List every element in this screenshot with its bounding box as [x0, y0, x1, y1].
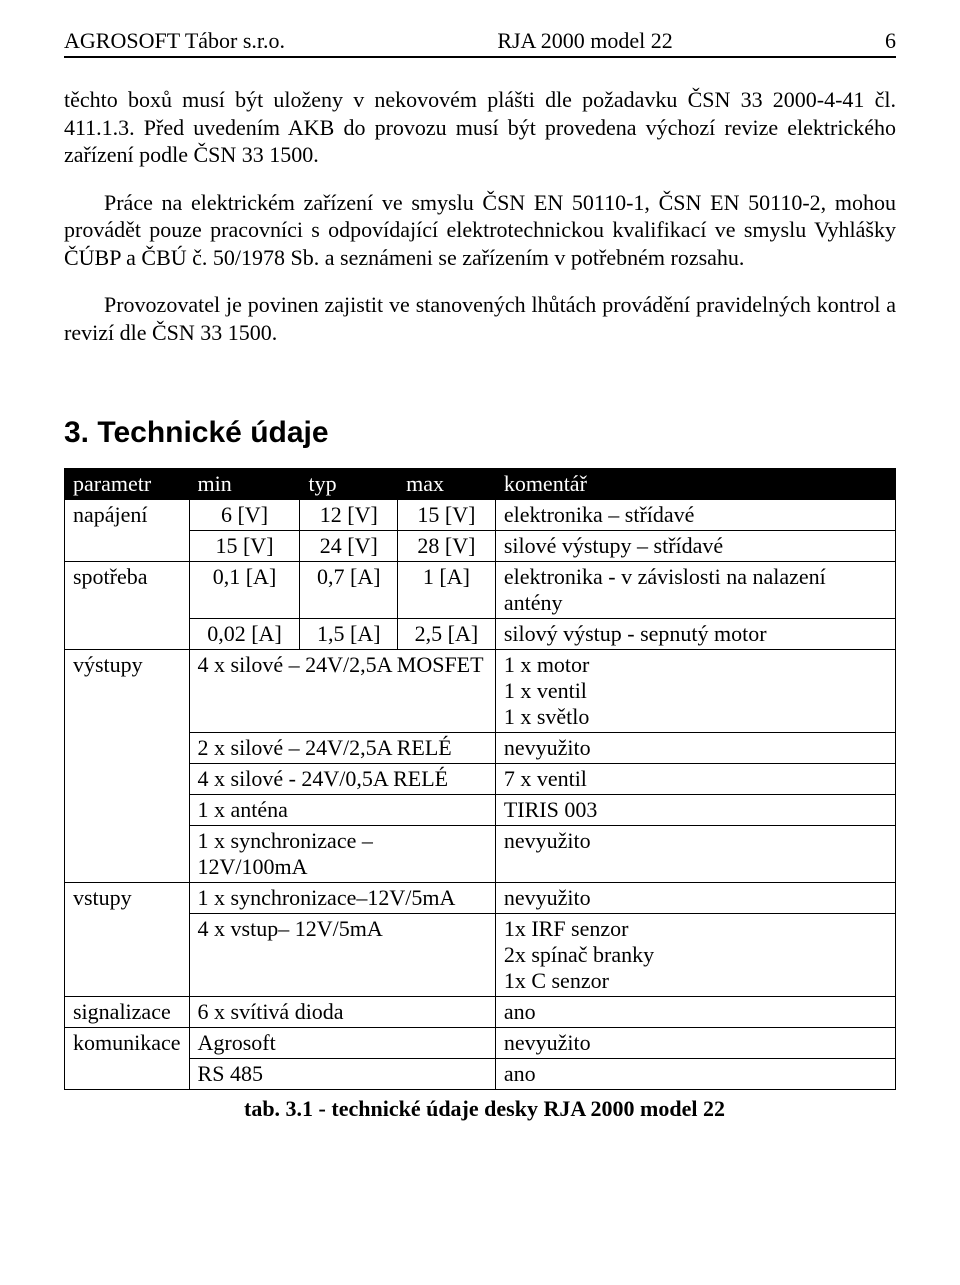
cell: ano	[495, 1059, 895, 1090]
cell: nevyužito	[495, 1028, 895, 1059]
cell: 15 [V]	[189, 531, 300, 562]
cell: 6 x svítivá dioda	[189, 997, 495, 1028]
table-row: spotřeba 0,1 [A] 0,7 [A] 1 [A] elektroni…	[65, 562, 896, 619]
table-row: 0,02 [A] 1,5 [A] 2,5 [A] silový výstup -…	[65, 619, 896, 650]
paragraph-3: Provozovatel je povinen zajistit ve stan…	[64, 291, 896, 346]
table-row: RS 485 ano	[65, 1059, 896, 1090]
cell: 4 x silové - 24V/0,5A RELÉ	[189, 764, 495, 795]
cell: nevyužito	[495, 733, 895, 764]
table-row: komunikace Agrosoft nevyužito	[65, 1028, 896, 1059]
header-center: RJA 2000 model 22	[497, 28, 672, 54]
cell: 2 x silové – 24V/2,5A RELÉ	[189, 733, 495, 764]
cell: Agrosoft	[189, 1028, 495, 1059]
table-row: 2 x silové – 24V/2,5A RELÉ nevyužito	[65, 733, 896, 764]
cell: 6 [V]	[189, 500, 300, 531]
cell: 4 x vstup– 12V/5mA	[189, 914, 495, 997]
col-typ: typ	[300, 469, 398, 500]
cell: 15 [V]	[398, 500, 496, 531]
cell: 4 x silové – 24V/2,5A MOSFET	[189, 650, 495, 733]
cell: 1 [A]	[398, 562, 496, 619]
header-page-number: 6	[885, 28, 896, 54]
label-signalizace: signalizace	[65, 997, 190, 1028]
cell: nevyužito	[495, 883, 895, 914]
table-row: 1 x synchronizace – 12V/100mA nevyužito	[65, 826, 896, 883]
page-header: AGROSOFT Tábor s.r.o. RJA 2000 model 22 …	[64, 28, 896, 56]
cell: 1,5 [A]	[300, 619, 398, 650]
cell: 0,1 [A]	[189, 562, 300, 619]
table-row: signalizace 6 x svítivá dioda ano	[65, 997, 896, 1028]
table-header-row: parametr min typ max komentář	[65, 469, 896, 500]
cell: 1 x anténa	[189, 795, 495, 826]
cell: TIRIS 003	[495, 795, 895, 826]
table-row: 1 x anténa TIRIS 003	[65, 795, 896, 826]
table-row: 4 x silové - 24V/0,5A RELÉ 7 x ventil	[65, 764, 896, 795]
col-max: max	[398, 469, 496, 500]
label-spotreba: spotřeba	[65, 562, 190, 650]
cell: 28 [V]	[398, 531, 496, 562]
table-row: 4 x vstup– 12V/5mA 1x IRF senzor2x spína…	[65, 914, 896, 997]
cell: 0,02 [A]	[189, 619, 300, 650]
table-row: vstupy 1 x synchronizace–12V/5mA nevyuži…	[65, 883, 896, 914]
col-min: min	[189, 469, 300, 500]
cell: 1x IRF senzor2x spínač branky1x C senzor	[495, 914, 895, 997]
label-napajeni: napájení	[65, 500, 190, 562]
label-vstupy: vstupy	[65, 883, 190, 997]
header-left: AGROSOFT Tábor s.r.o.	[64, 28, 285, 54]
cell: 1 x motor1 x ventil1 x světlo	[495, 650, 895, 733]
table-caption: tab. 3.1 - technické údaje desky RJA 200…	[64, 1096, 896, 1122]
paragraph-2: Práce na elektrickém zařízení ve smyslu …	[64, 189, 896, 272]
col-parametr: parametr	[65, 469, 190, 500]
col-komentar: komentář	[495, 469, 895, 500]
paragraph-1: těchto boxů musí být uloženy v nekovovém…	[64, 86, 896, 169]
cell: silový výstup - sepnutý motor	[495, 619, 895, 650]
cell: silové výstupy – střídavé	[495, 531, 895, 562]
cell: RS 485	[189, 1059, 495, 1090]
cell: 12 [V]	[300, 500, 398, 531]
header-rule	[64, 56, 896, 58]
table-row: napájení 6 [V] 12 [V] 15 [V] elektronika…	[65, 500, 896, 531]
cell: 7 x ventil	[495, 764, 895, 795]
cell: ano	[495, 997, 895, 1028]
spec-table: parametr min typ max komentář napájení 6…	[64, 468, 896, 1090]
cell: 0,7 [A]	[300, 562, 398, 619]
table-row: 15 [V] 24 [V] 28 [V] silové výstupy – st…	[65, 531, 896, 562]
cell: 1 x synchronizace – 12V/100mA	[189, 826, 495, 883]
table-row: výstupy 4 x silové – 24V/2,5A MOSFET 1 x…	[65, 650, 896, 733]
cell: elektronika - v závislosti na nalazení a…	[495, 562, 895, 619]
cell: 2,5 [A]	[398, 619, 496, 650]
label-komunikace: komunikace	[65, 1028, 190, 1090]
cell: elektronika – střídavé	[495, 500, 895, 531]
cell: 1 x synchronizace–12V/5mA	[189, 883, 495, 914]
cell: nevyužito	[495, 826, 895, 883]
section-title: 3. Technické údaje	[64, 416, 896, 450]
label-vystupy: výstupy	[65, 650, 190, 883]
cell: 24 [V]	[300, 531, 398, 562]
